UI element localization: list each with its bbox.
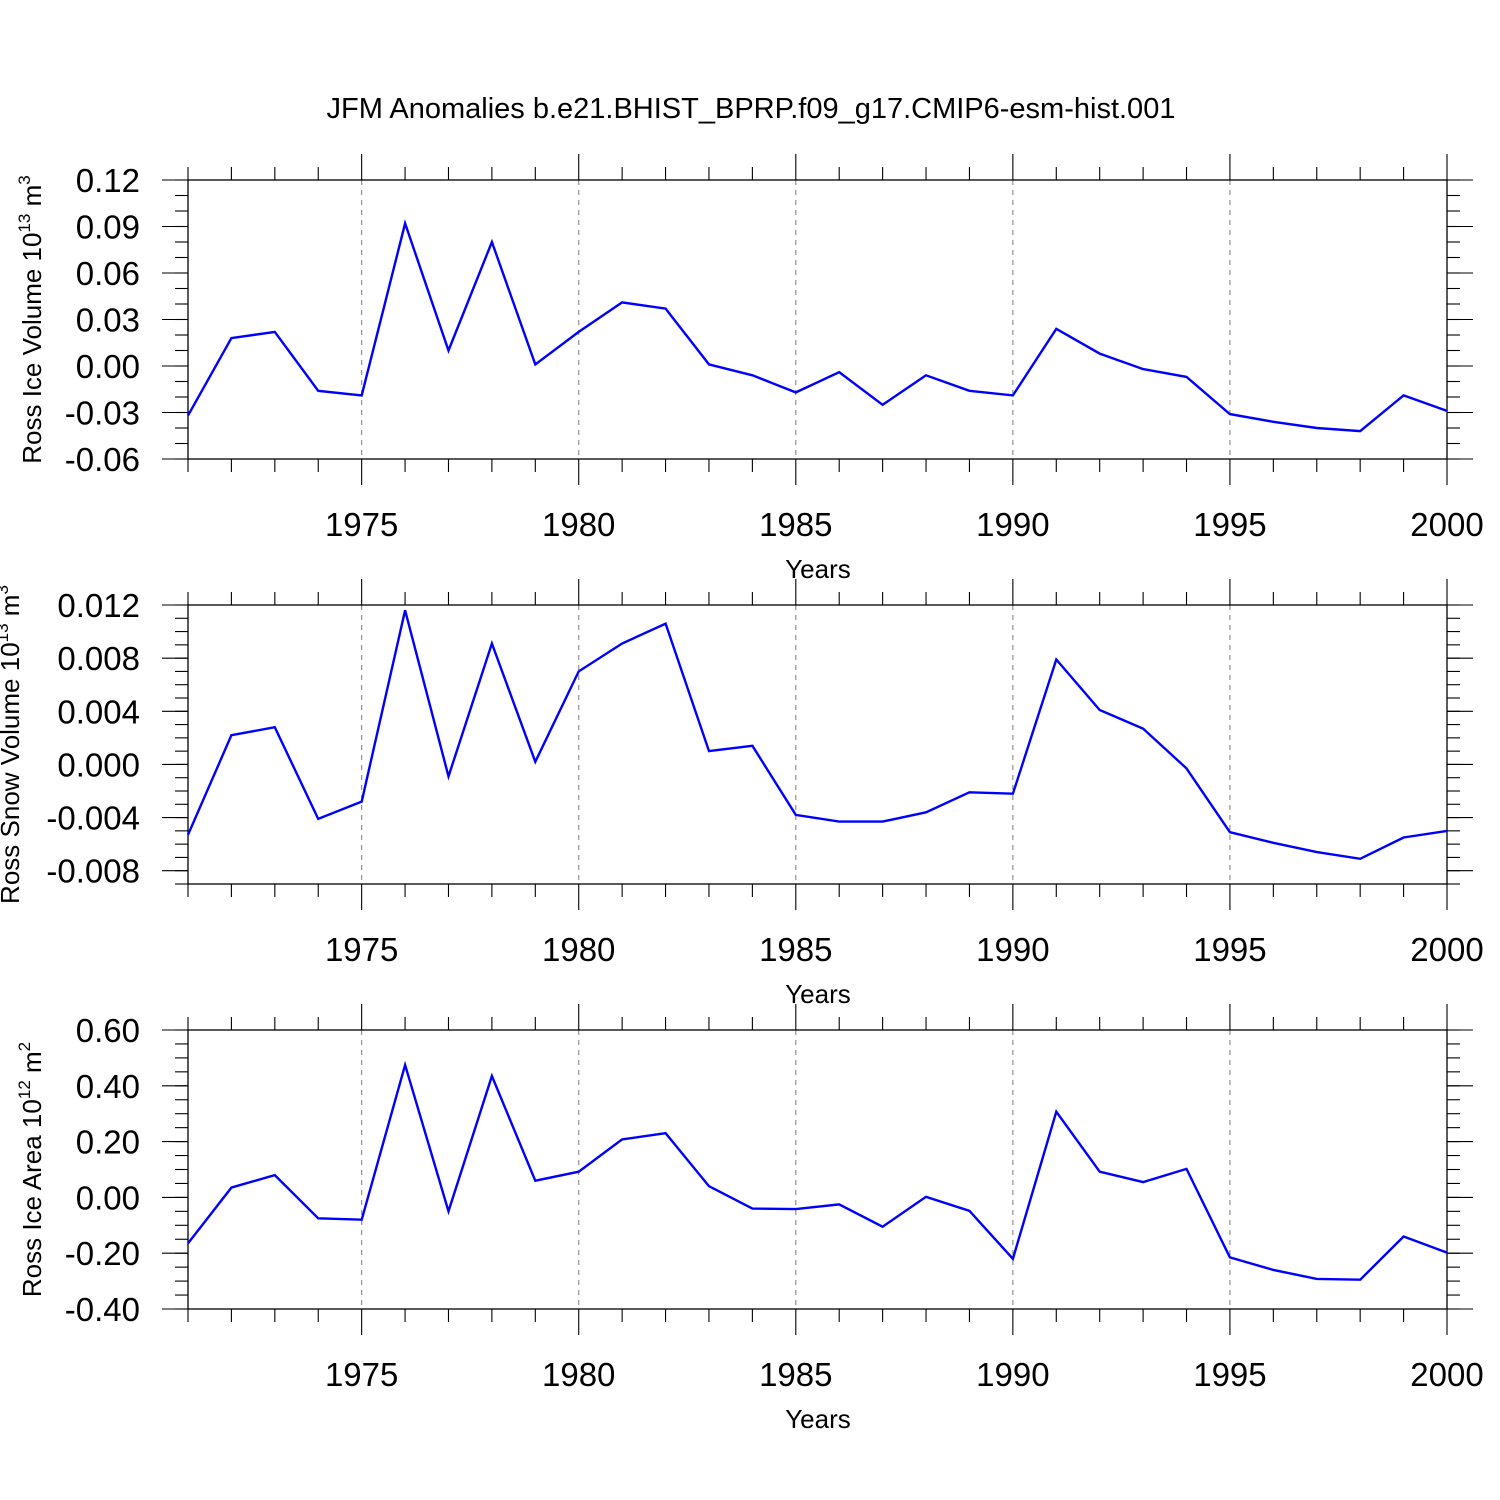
x-tick-label: 1995	[1193, 931, 1266, 968]
y-tick-label: 0.12	[76, 162, 140, 199]
x-tick-label: 1990	[976, 931, 1049, 968]
y-tick-label: 0.012	[57, 587, 140, 624]
y-axis-title: Ross Ice Volume 1013 m3	[15, 175, 47, 464]
y-tick-label: 0.004	[57, 693, 140, 730]
series-line	[187, 1060, 1448, 1281]
y-tick-label: 0.06	[76, 255, 140, 292]
panels: -0.06 -0.03 0.00 0.03 0.06 0.09 0.12 1975 1980 19…	[0, 154, 1484, 1434]
figure-title: JFM Anomalies b.e21.BHIST_BPRP.f09_g17.C…	[327, 93, 1176, 125]
y-tick-label: 0.008	[57, 640, 140, 677]
y-tick-label: -0.06	[65, 441, 140, 478]
y-tick-label: 0.000	[57, 746, 140, 783]
y-axis-title: Ross Ice Area 1012 m2	[15, 1042, 47, 1297]
x-tick-label: 1975	[325, 931, 398, 968]
y-tick-label: 0.03	[76, 302, 140, 339]
x-tick-label: 1975	[325, 1356, 398, 1393]
x-tick-label: 1985	[759, 931, 832, 968]
x-tick-label: 2000	[1410, 506, 1483, 543]
y-tick-label: -0.40	[65, 1291, 140, 1328]
y-tick-label: 0.20	[76, 1124, 140, 1161]
y-tick-label: 0.40	[76, 1068, 140, 1105]
y-tick-label: -0.03	[65, 395, 140, 432]
y-tick-label: 0.00	[76, 1179, 140, 1216]
panel-snow-volume: -0.008 -0.004 0.000 0.004 0.008 0.012 1975 1980…	[0, 579, 1484, 1009]
x-tick-label: 1980	[542, 506, 615, 543]
x-tick-label: 1980	[542, 1356, 615, 1393]
plot-frame	[187, 604, 1448, 885]
panel-ice-area: -0.40 -0.20 0.00 0.20 0.40 0.60 1975 1980 1985 19…	[15, 1004, 1484, 1434]
y-tick-label: -0.20	[65, 1235, 140, 1272]
y-tick-label: -0.004	[46, 800, 140, 837]
x-axis-title: Years	[785, 1404, 851, 1434]
x-tick-label: 1975	[325, 506, 398, 543]
x-axis-title: Years	[785, 554, 851, 584]
x-tick-label: 1990	[976, 506, 1049, 543]
series-line	[186, 219, 1448, 433]
x-tick-label: 1985	[759, 1356, 832, 1393]
panel-ice-volume: -0.06 -0.03 0.00 0.03 0.06 0.09 0.12 1975 1980 19…	[15, 154, 1484, 584]
y-tick-label: 0.60	[76, 1012, 140, 1049]
x-tick-label: 2000	[1410, 1356, 1483, 1393]
x-tick-label: 1995	[1193, 1356, 1266, 1393]
y-tick-label: 0.00	[76, 348, 140, 385]
plot-frame	[187, 179, 1448, 460]
x-tick-label: 1980	[542, 931, 615, 968]
x-tick-label: 1995	[1193, 506, 1266, 543]
y-axis-title: Ross Snow Volume 1013 m3	[0, 585, 25, 904]
x-tick-label: 1985	[759, 506, 832, 543]
y-tick-label: 0.09	[76, 209, 140, 246]
series-line	[186, 609, 1448, 861]
x-tick-label: 2000	[1410, 931, 1483, 968]
x-tick-label: 1990	[976, 1356, 1049, 1393]
x-axis-title: Years	[785, 979, 851, 1009]
y-tick-label: -0.008	[46, 853, 140, 890]
